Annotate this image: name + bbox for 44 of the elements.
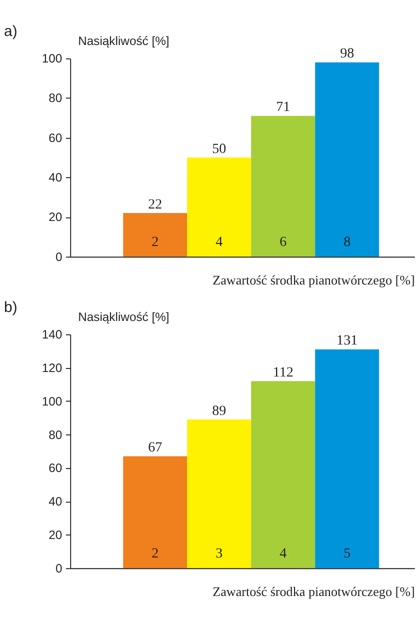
y-tick-label: 60: [48, 461, 62, 476]
data-label: 71: [276, 99, 290, 116]
x-axis-title: Zawartość środka pianotwórczego [%]: [212, 272, 415, 288]
x-tick-label: 2: [152, 234, 159, 250]
bar: [315, 62, 380, 257]
bar: [251, 116, 316, 257]
bar: [123, 456, 188, 568]
bar: [315, 349, 380, 568]
y-tick-label: 20: [48, 210, 62, 224]
x-tick-label: 3: [216, 545, 223, 562]
x-tick-label: 5: [344, 545, 351, 562]
y-tick-label: 60: [48, 130, 62, 145]
chart-title: b): [4, 298, 18, 316]
chart-title: a): [4, 22, 18, 40]
data-label: 112: [272, 364, 294, 380]
data-label: 67: [148, 440, 162, 456]
y-tick-label: 0: [55, 561, 62, 576]
bar: [187, 158, 252, 257]
data-label: 50: [212, 140, 226, 157]
x-tick-label: 4: [280, 545, 287, 562]
y-tick-label: 80: [48, 428, 62, 442]
bar: [251, 381, 316, 568]
x-tick-label: 8: [344, 234, 351, 250]
bar: [123, 213, 188, 257]
y-tick-label: 100: [42, 394, 62, 408]
y-axis-title: Nasiąkliwość [%]: [78, 34, 170, 48]
y-axis-title: Nasiąkliwość [%]: [78, 310, 170, 324]
y-tick-label: 140: [42, 328, 62, 342]
x-axis-title: Zawartość środka pianotwórczego [%]: [212, 584, 415, 599]
data-label: 22: [148, 196, 162, 212]
data-label: 98: [340, 46, 354, 62]
y-tick-label: 20: [48, 528, 62, 542]
y-tick-label: 40: [48, 170, 62, 185]
y-tick-label: 0: [55, 250, 62, 264]
x-tick-label: 6: [280, 234, 287, 250]
x-tick-label: 2: [152, 545, 159, 562]
y-tick-label: 120: [42, 360, 62, 375]
data-label: 131: [336, 332, 358, 349]
y-tick-label: 100: [42, 52, 62, 66]
data-label: 89: [212, 402, 226, 419]
bar: [187, 420, 252, 568]
y-tick-label: 80: [48, 91, 62, 106]
x-tick-label: 4: [216, 234, 223, 250]
y-tick-label: 40: [48, 494, 62, 509]
